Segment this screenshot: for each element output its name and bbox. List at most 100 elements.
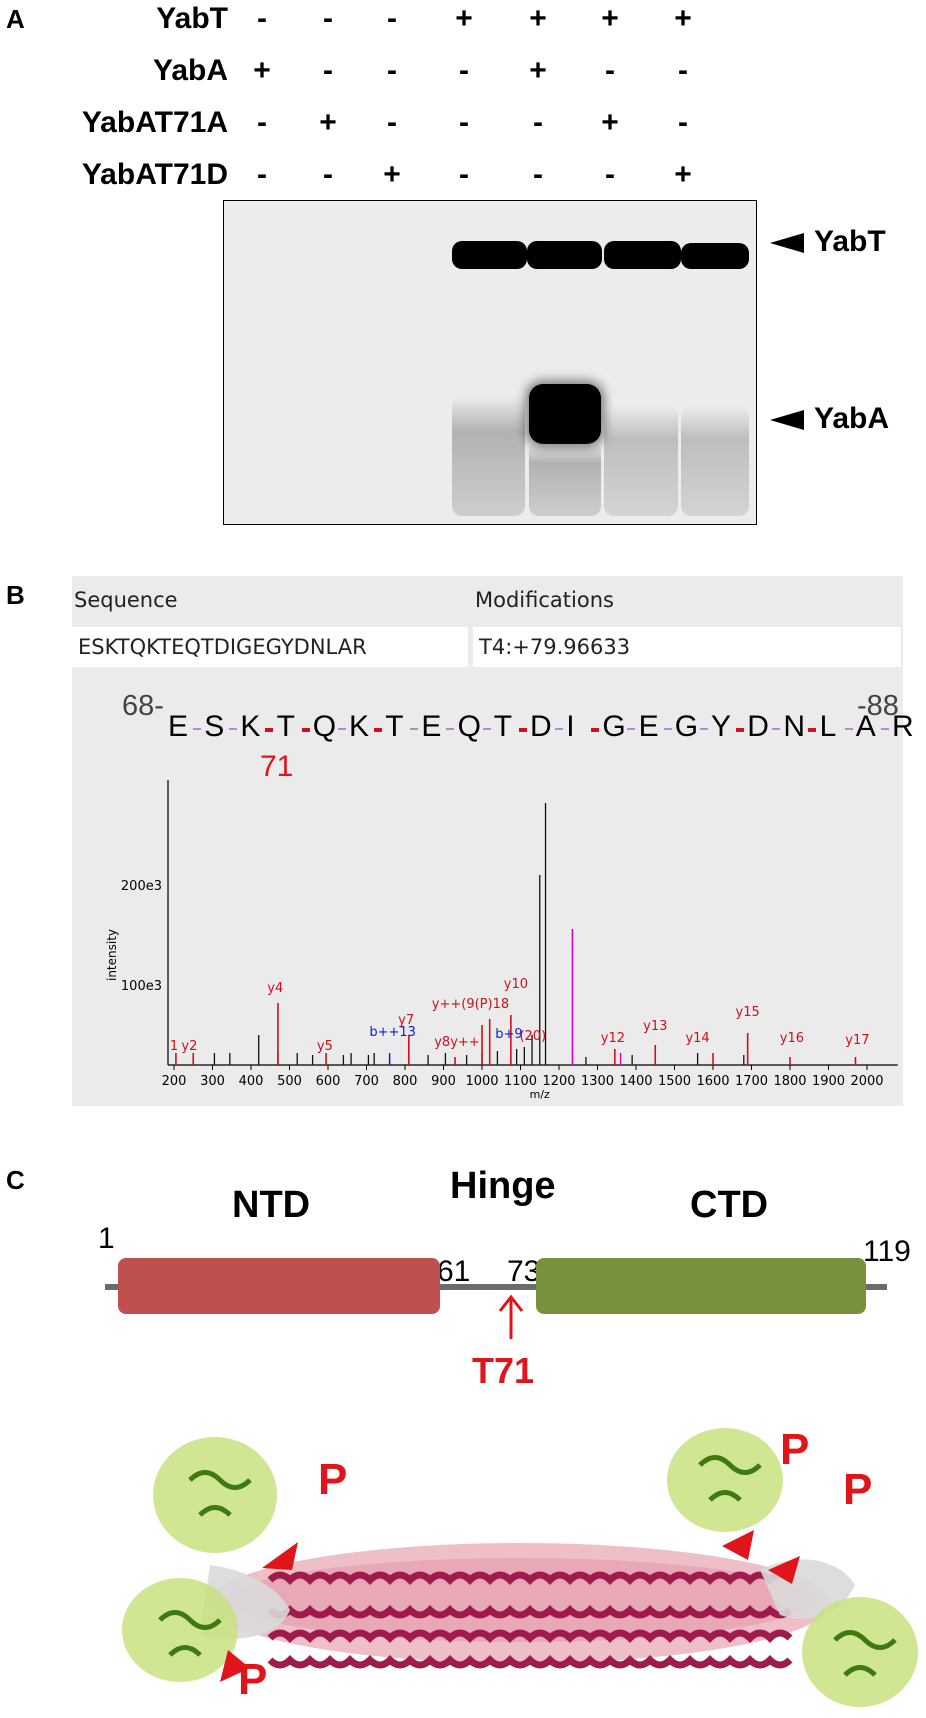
residue: Q [312, 710, 337, 743]
ion-label: y8y++ [434, 1035, 479, 1050]
ion-label: b++13 [369, 1025, 416, 1040]
yaba-band-marker: YabA [770, 402, 889, 436]
lane-sign: - [257, 2, 267, 35]
fragment-tick [374, 728, 382, 732]
residue: S [204, 710, 225, 743]
lane-sign: - [459, 158, 469, 191]
smear-lane4 [452, 396, 525, 516]
band-yabt-lane5 [527, 241, 602, 269]
ion-label: b+9 [495, 1027, 522, 1042]
x-tick-label: 1800 [773, 1074, 806, 1089]
fragment-tick [229, 728, 238, 730]
ntd-domain-box [118, 1258, 440, 1314]
yabt-band-label: YabT [814, 225, 886, 258]
ion-label: y13 [643, 1019, 667, 1034]
coiled-coil-helix [267, 1605, 793, 1619]
y-tick-label: 100e3 [121, 979, 162, 994]
lane-sign: + [455, 2, 473, 35]
residue: G [602, 710, 626, 743]
fragment-tick [627, 728, 636, 730]
residue: L [819, 710, 837, 743]
x-tick-label: 700 [354, 1074, 379, 1089]
sequence-start-position: 68- [122, 690, 164, 722]
x-tick-label: 200 [162, 1074, 187, 1089]
position-61: 61 [437, 1255, 471, 1288]
ion-label: y5 [317, 1039, 333, 1054]
residue: D [530, 710, 552, 743]
fragment-tick [482, 728, 491, 730]
residue: N [783, 710, 806, 743]
fragment-tick [699, 728, 708, 730]
x-tick-label: 1100 [504, 1074, 537, 1089]
x-tick-label: 1000 [465, 1074, 498, 1089]
sequence-end-position: -88 [857, 690, 899, 722]
coiled-coil-helix [267, 1655, 793, 1669]
x-tick-label: 600 [316, 1074, 341, 1089]
position-119: 119 [863, 1235, 911, 1268]
smear-lane7 [681, 406, 749, 516]
fragment-tick [410, 728, 419, 730]
yabt-band-marker: YabT [770, 225, 886, 259]
position-73: 73 [507, 1255, 541, 1288]
coiled-coil-helix [267, 1629, 793, 1643]
lane-sign: + [529, 54, 547, 87]
residue: Q [457, 710, 481, 743]
fragment-tick [301, 728, 310, 732]
residue: E [168, 710, 189, 743]
fragment-tick [337, 728, 346, 730]
residue: Y [711, 710, 732, 743]
x-tick-label: 400 [239, 1074, 264, 1089]
ntd-title: NTD [232, 1184, 311, 1226]
x-tick-label: 1700 [735, 1074, 768, 1089]
smear-lane5 [529, 441, 601, 516]
x-tick-label: 800 [393, 1074, 418, 1089]
lane-sign: - [387, 54, 397, 87]
modifications-header: Modifications [475, 588, 614, 612]
lane-sign: - [678, 54, 688, 87]
lane-sign: - [257, 106, 267, 139]
band-yabt-lane7 [681, 243, 749, 269]
arrowhead-icon [770, 410, 804, 431]
ion-label: y10 [504, 977, 528, 992]
fragment-tick [772, 728, 781, 730]
ion-label: y4 [267, 981, 283, 996]
lane-sign: + [529, 2, 547, 35]
x-tick-label: 1300 [581, 1074, 614, 1089]
ion-label: y++(9(P)18 [432, 997, 509, 1012]
ion-label: y14 [685, 1031, 709, 1046]
x-axis-label: m/z [530, 1088, 550, 1101]
fragment-tick [518, 728, 527, 732]
y-axis-label: intensity [105, 929, 119, 981]
ms-spectrum-plot: 200 300 400 500 600 700 800 900 1000 1100 1200 1300… [105, 780, 898, 1101]
ion-label: 1 [170, 1039, 178, 1054]
residue: T [276, 710, 295, 743]
lane-sign: - [459, 54, 469, 87]
protein-backbone-line [105, 1284, 887, 1290]
ctd-domain-box [536, 1258, 866, 1314]
residue: E [421, 710, 442, 743]
phospho-label-2: P [238, 1655, 268, 1704]
ion-label: (20) [519, 1029, 546, 1044]
lane-sign: - [323, 54, 333, 87]
band-yabt-lane6 [604, 241, 681, 269]
fragment-tick [446, 728, 455, 730]
residue: I [566, 710, 575, 743]
smear-lane6 [604, 406, 678, 516]
band-yabt-lane4 [452, 241, 527, 269]
lane-sign: - [678, 106, 688, 139]
ion-label: y15 [736, 1005, 760, 1020]
t71-site-label: T71 [472, 1350, 535, 1391]
yaba-band-label: YabA [814, 402, 890, 435]
residue: E [638, 710, 659, 743]
x-tick-label: 900 [431, 1074, 456, 1089]
hinge-title: Hinge [450, 1165, 556, 1207]
lane-sign: + [319, 106, 337, 139]
x-tick-label: 1600 [696, 1074, 729, 1089]
lane-sign: - [605, 54, 615, 87]
y-tick-label: 200e3 [121, 879, 162, 894]
fragment-tick [844, 728, 853, 730]
yaba-dimer-structure [122, 1428, 918, 1707]
arrowhead-icon [770, 233, 804, 254]
x-tick-label: 2000 [850, 1074, 883, 1089]
panel-c-letter: C [6, 1165, 25, 1195]
